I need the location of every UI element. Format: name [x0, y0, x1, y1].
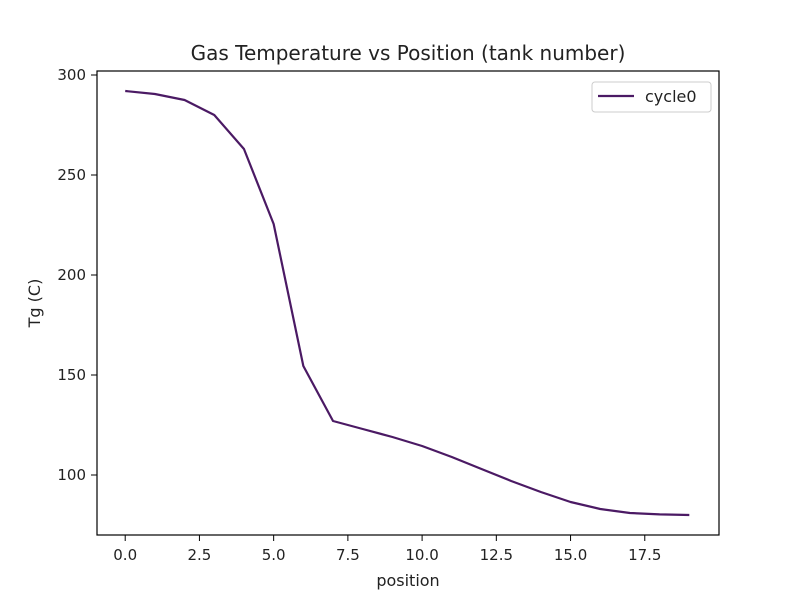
chart-title: Gas Temperature vs Position (tank number…	[191, 41, 626, 65]
x-tick-label: 12.5	[480, 546, 513, 564]
series-line-cycle0	[125, 89, 690, 517]
y-tick-label: 100	[57, 466, 86, 484]
x-tick-label: 17.5	[628, 546, 661, 564]
legend-label-cycle0: cycle0	[645, 87, 697, 106]
y-tick-label: 300	[57, 66, 86, 84]
y-tick-label: 250	[57, 166, 86, 184]
y-axis-ticks: 100 150 200 250 300	[57, 66, 97, 484]
legend-box	[591, 81, 712, 113]
x-tick-label: 5.0	[262, 546, 286, 564]
x-tick-label: 0.0	[113, 546, 137, 564]
x-tick-label: 15.0	[554, 546, 587, 564]
x-axis-ticks: 0.0 2.5 5.0 7.5 10.0 12.5 15.0 17.5	[113, 535, 661, 564]
x-tick-label: 2.5	[187, 546, 211, 564]
x-tick-label: 7.5	[336, 546, 360, 564]
y-tick-label: 200	[57, 266, 86, 284]
y-tick-label: 150	[57, 366, 86, 384]
y-axis-label: Tg (C)	[25, 279, 44, 329]
plot-frame	[96, 70, 720, 536]
x-axis-label: position	[376, 571, 439, 590]
legend: cycle0	[591, 81, 712, 113]
x-tick-label: 10.0	[405, 546, 438, 564]
